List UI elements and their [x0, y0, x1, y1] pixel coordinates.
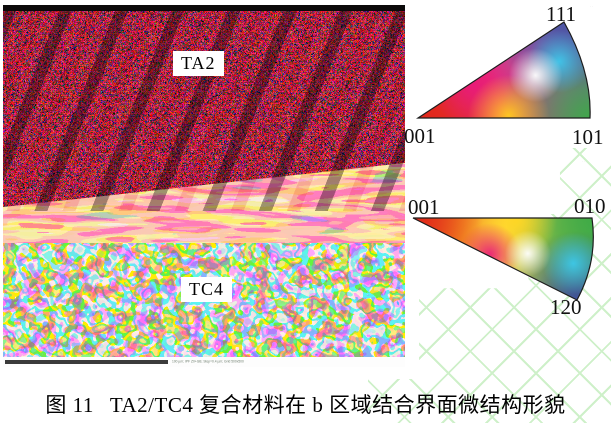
region-label-tc4: TC4: [181, 277, 233, 302]
figure-caption-text: TA2/TC4 复合材料在 b 区域结合界面微结构形貌: [109, 393, 566, 417]
ipf-key-cubic-triangle: [415, 17, 595, 123]
ipf-cubic-label-101: 101: [572, 125, 604, 149]
ipf-cubic-label-001: 001: [404, 124, 436, 148]
ipf-hex-label-120: 120: [550, 295, 582, 319]
region-label-ta2: TA2: [173, 51, 224, 76]
ipf-hex-label-001: 001: [408, 195, 440, 219]
ipf-cubic-label-111: 111: [546, 2, 576, 26]
ebsd-map: TA2 TC4 100 µm; IPF Z0+GB; Step=0.4 µm; …: [3, 5, 405, 367]
ipf-cubic-tiny-annotation: · ·: [590, 5, 593, 8]
ipf-hex-label-010: 010: [574, 194, 606, 218]
figure-number: 图 11: [45, 393, 94, 417]
map-footer-text: 100 µm; IPF Z0+GB; Step=0.4 µm; Grid 500…: [172, 360, 244, 364]
ebsd-map-texture: [3, 5, 405, 357]
figure-caption: 图 11 TA2/TC4 复合材料在 b 区域结合界面微结构形貌: [0, 389, 611, 419]
map-footer: 100 µm; IPF Z0+GB; Step=0.4 µm; Grid 500…: [3, 357, 405, 367]
ipf-hex-tiny-annotation-left: · ·: [402, 158, 405, 161]
ipf-hex-tiny-annotation-right: · ·: [582, 160, 585, 163]
scale-bar: [5, 360, 168, 364]
